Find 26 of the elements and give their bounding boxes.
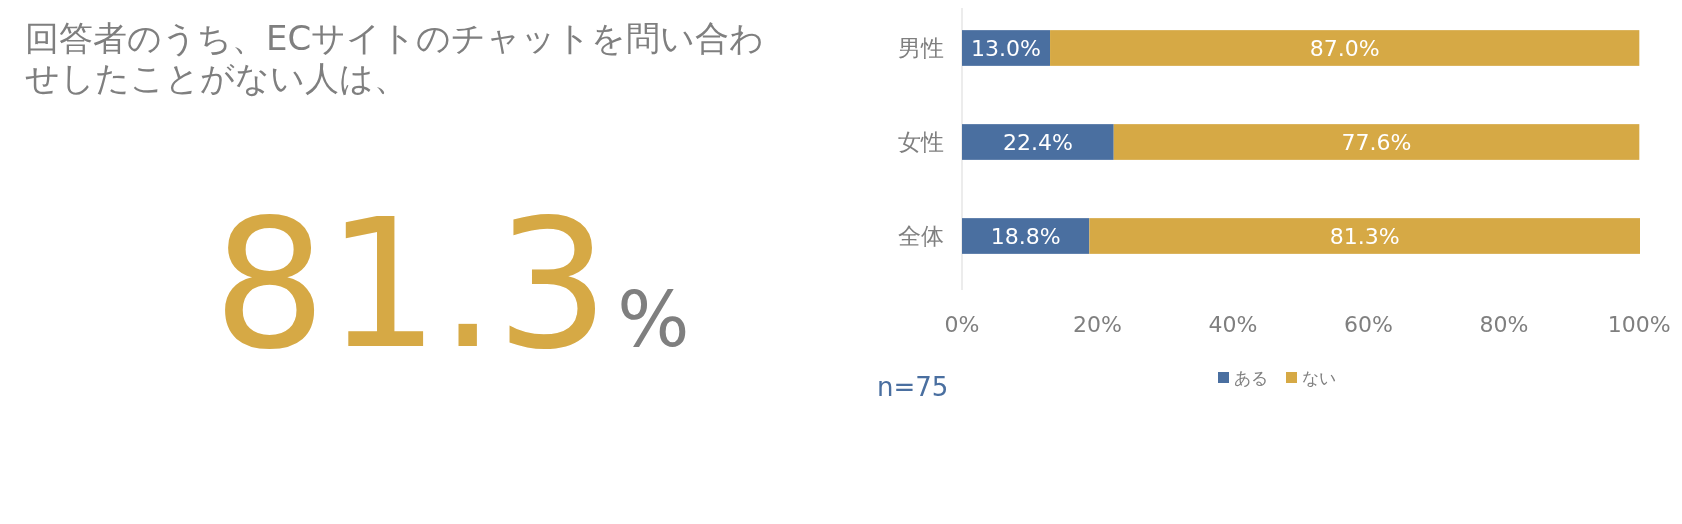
bar	[1050, 30, 1640, 66]
y-tick-label: 女性	[898, 129, 944, 156]
text: n=75	[877, 372, 949, 402]
data-label: 13.0%	[971, 35, 1041, 61]
x-tick-label: 80%	[1479, 311, 1529, 337]
text: 81.3	[213, 181, 610, 388]
x-tick-label: 40%	[1208, 311, 1258, 337]
data-label: 18.8%	[990, 223, 1061, 249]
data-label: 22.4%	[1002, 129, 1073, 155]
bar	[962, 218, 1090, 254]
bar	[1113, 124, 1640, 160]
x-tick-label: 60%	[1343, 311, 1393, 337]
y-tick-label: 男性	[898, 35, 944, 62]
legend-label: ない	[1302, 367, 1336, 388]
y-tick-label: 全体	[898, 223, 944, 250]
bar	[1089, 218, 1640, 254]
x-tick-label: 0%	[944, 311, 980, 337]
data-label: 81.3%	[1329, 223, 1400, 249]
text: 回答者のうち、ECサイトのチャットを問い合わせしたことがない人は、	[25, 18, 765, 98]
data-label: 87.0%	[1309, 35, 1380, 61]
text: %	[617, 275, 690, 364]
x-tick-label: 20%	[1073, 311, 1122, 337]
bar	[962, 124, 1114, 160]
data-label: 77.6%	[1341, 129, 1412, 155]
x-tick-label: 100%	[1607, 311, 1671, 337]
legend-label: ある	[1234, 367, 1268, 388]
